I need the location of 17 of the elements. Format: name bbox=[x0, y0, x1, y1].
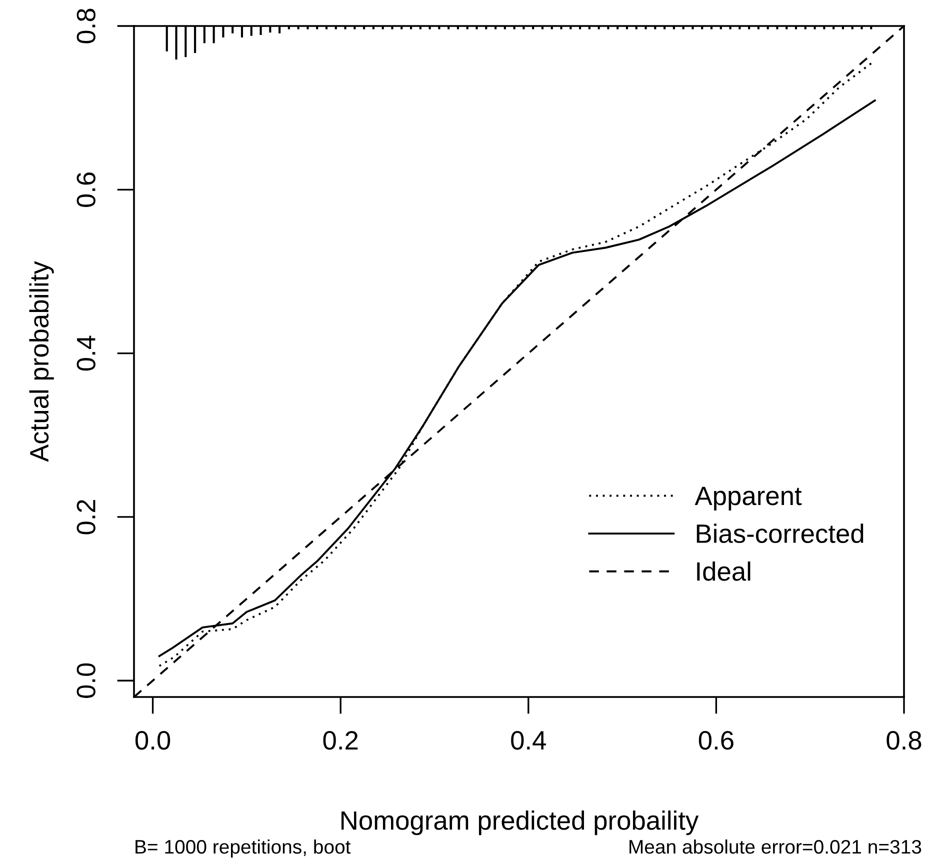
y-tick-label: 0.8 bbox=[76, 8, 96, 44]
y-tick-label: 0.6 bbox=[76, 172, 96, 207]
legend-label: Apparent bbox=[694, 486, 802, 510]
y-axis-title: Actual probability bbox=[29, 261, 54, 462]
y-tick-label: 0.0 bbox=[76, 663, 96, 698]
y-tick-label: 0.4 bbox=[76, 336, 96, 371]
x-tick-label: 0.0 bbox=[135, 731, 170, 750]
x-tick-label: 0.4 bbox=[511, 731, 546, 750]
y-tick-label: 0.2 bbox=[76, 500, 96, 534]
legend-label: Bias-corrected bbox=[696, 524, 864, 544]
text: Mean absolute error=0.021 n=313 bbox=[630, 839, 922, 854]
x-tick-label: 0.2 bbox=[323, 731, 358, 750]
x-tick-label: 0.8 bbox=[886, 731, 922, 750]
text: B= 1000 repetitions, boot bbox=[136, 839, 351, 858]
legend-label: Ideal bbox=[697, 561, 750, 581]
x-axis-title: Nomogram predicted probaility bbox=[342, 810, 699, 836]
x-tick-label: 0.6 bbox=[698, 731, 734, 750]
